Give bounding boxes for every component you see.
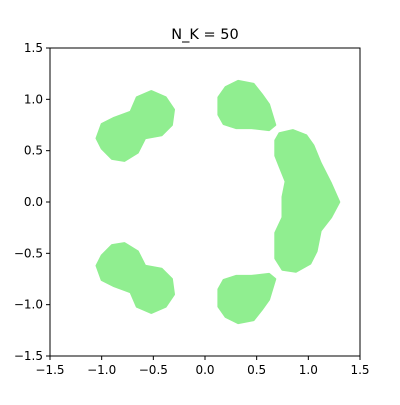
x-tick-label: 1.0: [299, 363, 318, 377]
x-tick-label: −0.5: [139, 363, 168, 377]
y-tick-label: −1.5: [14, 349, 43, 363]
region-1: [95, 90, 175, 162]
x-tick-label: 0.5: [247, 363, 266, 377]
x-tick-label: −1.5: [35, 363, 64, 377]
y-tick-label: −1.0: [14, 298, 43, 312]
region-3: [274, 129, 341, 273]
region-4: [217, 272, 277, 325]
regions-layer: [95, 79, 341, 325]
x-tick-label: 0.0: [195, 363, 214, 377]
chart-title: N_K = 50: [171, 27, 238, 43]
y-tick-label: −0.5: [14, 246, 43, 260]
region-2: [217, 79, 277, 132]
region-5: [95, 242, 175, 314]
x-tick-label: −1.0: [87, 363, 116, 377]
y-tick-label: 1.5: [24, 41, 43, 55]
y-tick-label: 0.5: [24, 144, 43, 158]
y-tick-label: 0.0: [24, 195, 43, 209]
y-tick-label: 1.0: [24, 92, 43, 106]
x-tick-label: 1.5: [350, 363, 369, 377]
y-axis: −1.5 −1.0 −0.5 0.0 0.5 1.0 1.5: [14, 41, 50, 363]
x-axis: −1.5 −1.0 −0.5 0.0 0.5 1.0 1.5: [35, 356, 370, 377]
